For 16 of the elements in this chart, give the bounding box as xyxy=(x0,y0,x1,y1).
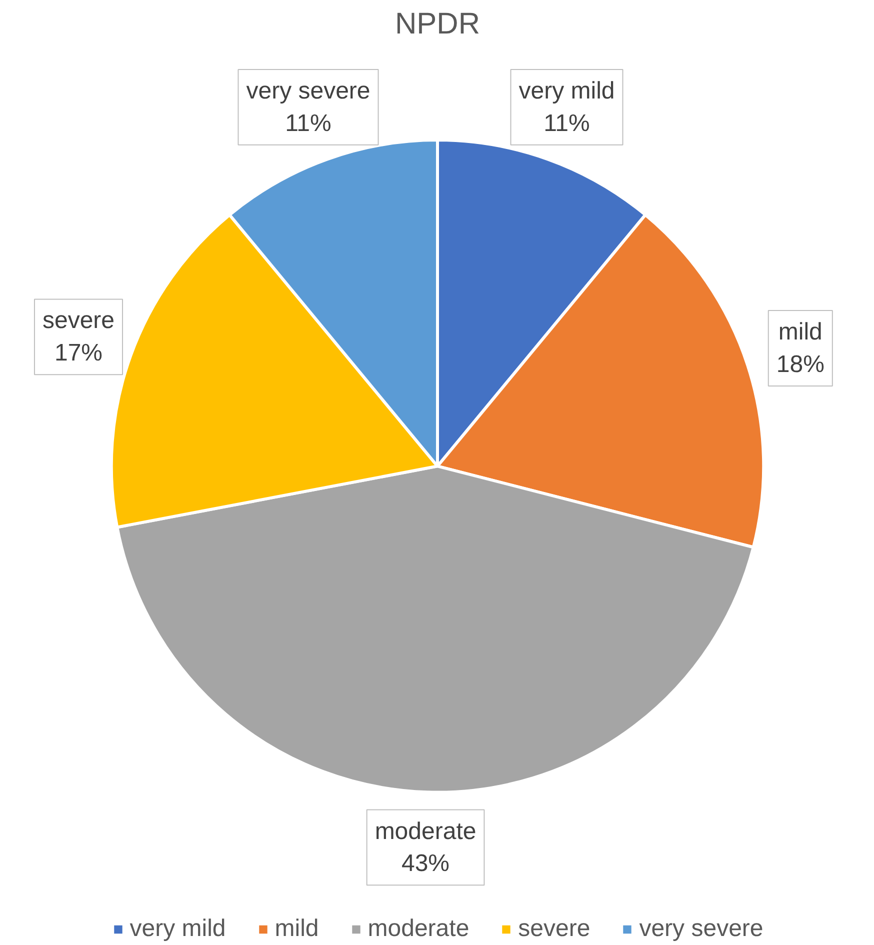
data-label: 43% xyxy=(401,850,450,878)
legend-label: severe xyxy=(518,915,590,943)
slice-label: severe xyxy=(42,307,115,334)
data-label: 17% xyxy=(54,340,103,367)
slice-label: very mild xyxy=(518,77,615,104)
slice-label: mild xyxy=(778,318,822,346)
data-label: 18% xyxy=(776,350,824,378)
slice-label: very severe xyxy=(246,77,370,104)
slice-label: moderate xyxy=(374,818,476,845)
data-label: 11% xyxy=(285,110,332,137)
chart-title: NPDR xyxy=(395,8,480,40)
legend-label: very severe xyxy=(639,915,764,943)
legend-label: very mild xyxy=(130,915,226,943)
legend-label: moderate xyxy=(368,915,470,943)
legend-label: mild xyxy=(274,915,319,943)
data-label: 11% xyxy=(544,110,590,137)
